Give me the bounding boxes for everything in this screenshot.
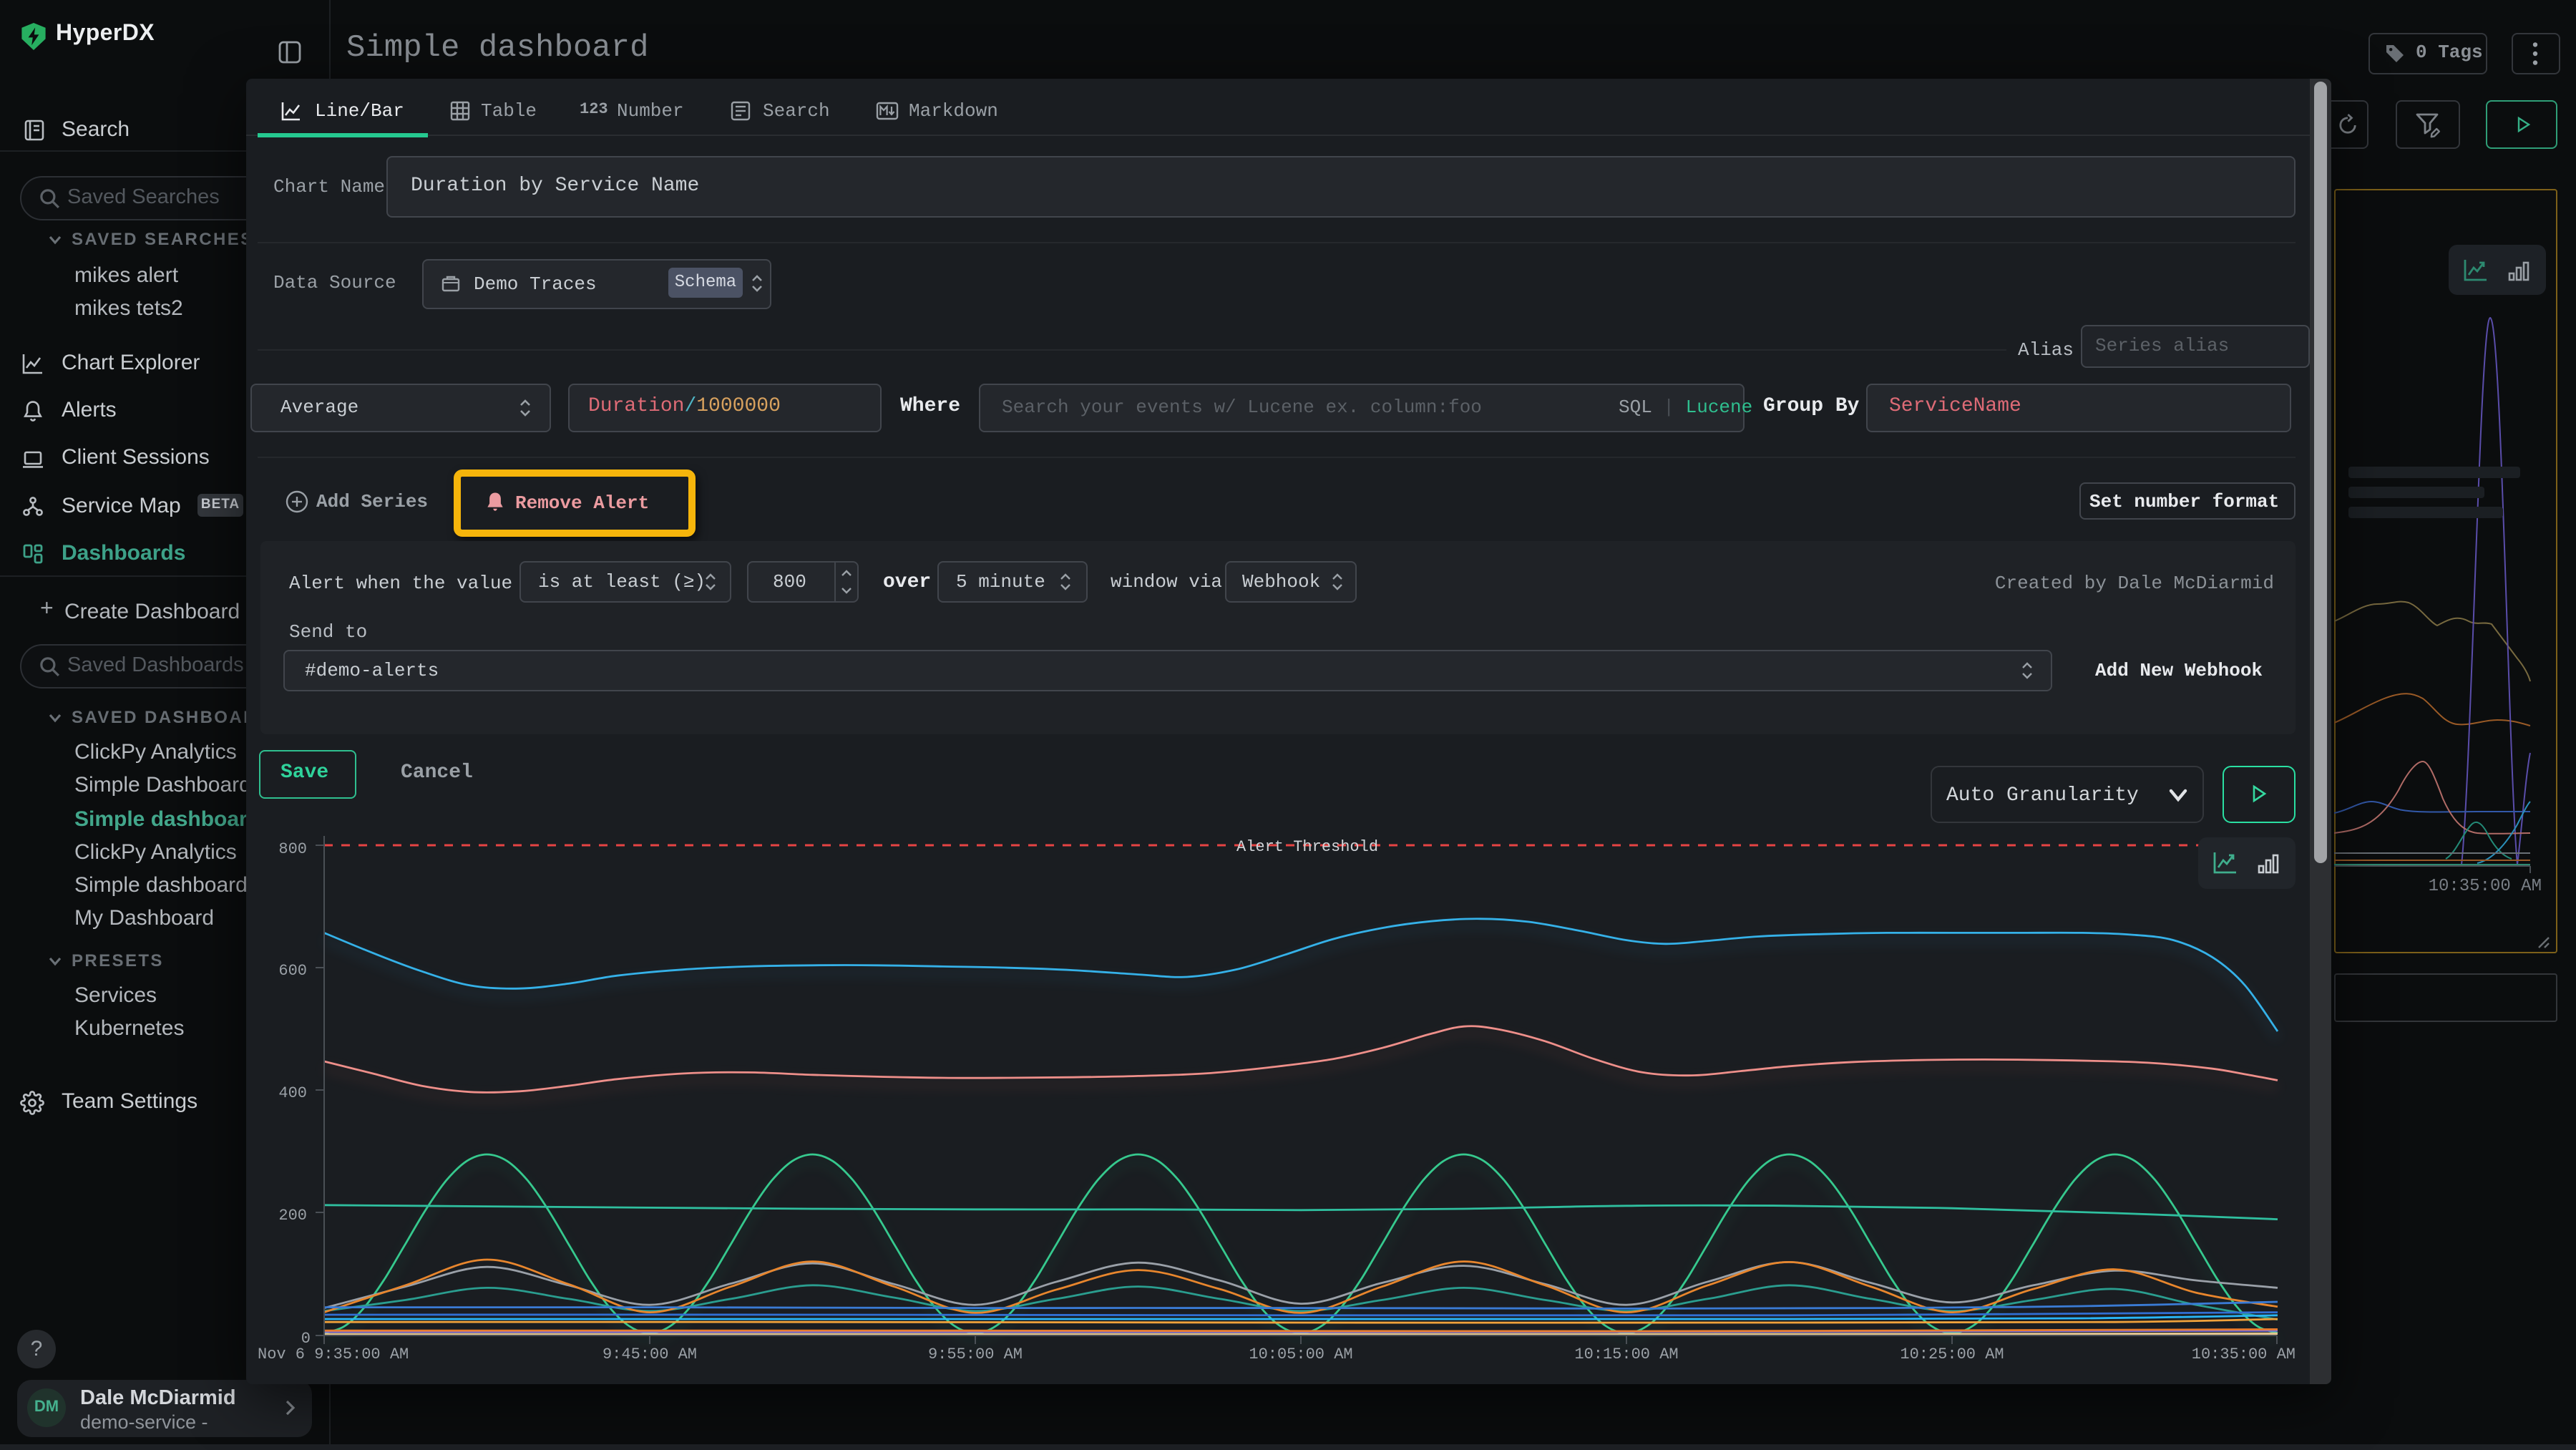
svg-text:400: 400 bbox=[278, 1084, 307, 1102]
svg-text:9:55:00 AM: 9:55:00 AM bbox=[928, 1346, 1023, 1363]
svg-text:0: 0 bbox=[301, 1330, 311, 1348]
svg-text:10:15:00 AM: 10:15:00 AM bbox=[1574, 1346, 1678, 1363]
svg-text:200: 200 bbox=[278, 1207, 307, 1225]
svg-text:Alert Threshold: Alert Threshold bbox=[1236, 838, 1378, 856]
svg-text:10:05:00 AM: 10:05:00 AM bbox=[1249, 1346, 1352, 1363]
svg-text:10:25:00 AM: 10:25:00 AM bbox=[1900, 1346, 2004, 1363]
svg-text:800: 800 bbox=[278, 840, 307, 858]
svg-text:Nov 6 9:35:00 AM: Nov 6 9:35:00 AM bbox=[258, 1346, 409, 1363]
svg-text:10:35:00 AM: 10:35:00 AM bbox=[2429, 877, 2542, 896]
svg-text:10:35:00 AM: 10:35:00 AM bbox=[2192, 1346, 2296, 1363]
svg-text:9:45:00 AM: 9:45:00 AM bbox=[602, 1346, 697, 1363]
svg-text:600: 600 bbox=[278, 962, 307, 980]
